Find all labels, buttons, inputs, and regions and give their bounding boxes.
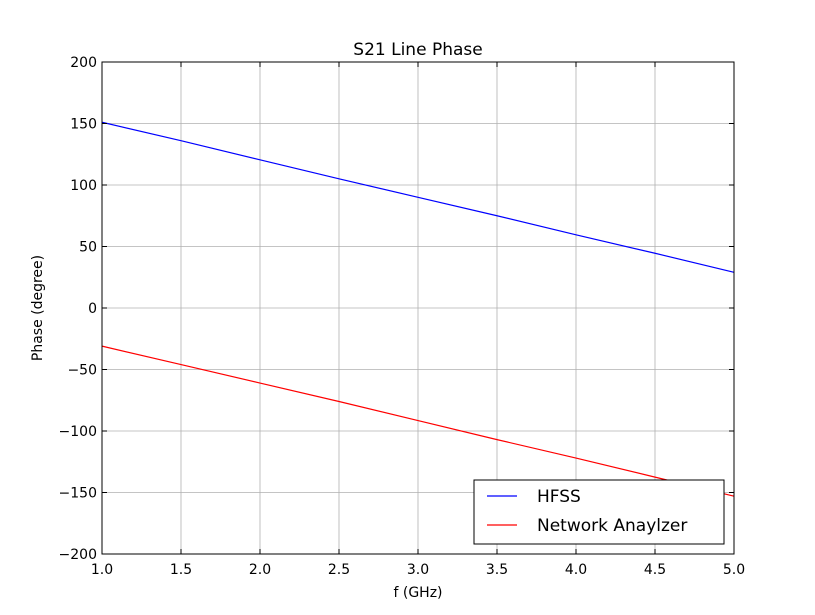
y-tick-label: −100 (59, 424, 97, 440)
x-tick-label: 2.0 (249, 562, 271, 578)
legend-box (473, 479, 725, 545)
y-tick-label: 100 (70, 178, 97, 194)
y-tick-label: 200 (70, 55, 97, 71)
y-tick-label: −200 (59, 547, 97, 563)
x-axis-label: f (GHz) (393, 585, 442, 601)
x-tick-label: 3.5 (486, 562, 508, 578)
axis-ticks: 1.0 1.5 2.0 2.5 3.0 3.5 4.0 4.5 5.0 200 150 100 50 0 −… (59, 55, 746, 578)
x-tick-label: 3.0 (407, 562, 429, 578)
x-tick-label: 5.0 (723, 562, 745, 578)
x-tick-label: 4.0 (565, 562, 587, 578)
x-tick-label: 4.5 (644, 562, 666, 578)
series-line-1 (101, 345, 735, 497)
y-tick-label: 150 (70, 117, 97, 133)
legend: HFSS Network Anaylzer (473, 479, 725, 545)
x-tick-label: 1.0 (91, 562, 113, 578)
y-tick-label: 0 (88, 301, 97, 317)
x-tick-label: 1.5 (170, 562, 192, 578)
x-tick-label: 2.5 (328, 562, 350, 578)
chart-title: S21 Line Phase (353, 40, 482, 60)
y-tick-label: −50 (67, 363, 97, 379)
series-lines (101, 121, 735, 497)
series-line-0 (101, 121, 735, 273)
y-tick-label: 50 (79, 240, 97, 256)
legend-label-hfss: HFSS (537, 487, 581, 507)
legend-label-network-analyzer: Network Anaylzer (537, 516, 687, 536)
y-axis-label: Phase (degree) (30, 255, 46, 361)
y-tick-label: −150 (59, 486, 97, 502)
